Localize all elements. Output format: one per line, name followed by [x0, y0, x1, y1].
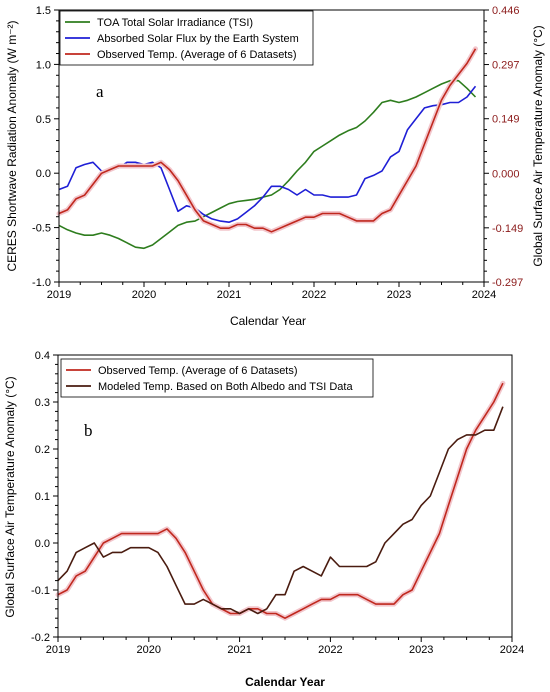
legend-box-b [60, 358, 374, 398]
y-tick-label-a-2: 0.0 [36, 168, 51, 180]
y2-axis-title-a: Global Surface Air Temperature Anomaly (… [531, 25, 545, 266]
y2-tick-label-a-0: -0.297 [492, 277, 523, 289]
x-tick-label-a-0: 2019 [47, 289, 71, 301]
x-tick-label-a-2: 2021 [217, 289, 241, 301]
y-tick-label-a-4: 1.0 [36, 59, 51, 71]
chart-panel-a: a Calendar Year CERES Shortwave Radiatio… [5, 5, 545, 328]
y2-tick-label-a-1: -0.149 [492, 223, 523, 235]
y-tick-label-a-0: -1.0 [32, 277, 51, 289]
plot-frame-b [57, 354, 513, 638]
x-tick-label-a-4: 2023 [387, 289, 411, 301]
series-halo-b-0 [55, 380, 506, 621]
x-tick-label-b-3: 2022 [318, 644, 342, 656]
legend-label-a-2: Observed Temp. (Average of 6 Datasets) [97, 49, 297, 61]
y2-tick-label-a-2: 0.000 [492, 168, 520, 180]
y-tick-label-b-3: 0.1 [35, 491, 50, 503]
x-tick-label-b-1: 2020 [137, 644, 161, 656]
x-tick-label-a-3: 2022 [302, 289, 326, 301]
y-tick-label-b-1: -0.1 [31, 585, 50, 597]
legend-label-b-1: Modeled Temp. Based on Both Albedo and T… [98, 381, 353, 393]
panel-label-b: b [84, 421, 93, 440]
y-tick-label-a-1: -0.5 [32, 223, 51, 235]
x-tick-label-b-0: 2019 [46, 644, 70, 656]
series-halo-a-2 [56, 46, 478, 235]
x-tick-label-a-1: 2020 [132, 289, 156, 301]
y-tick-label-a-5: 1.5 [36, 5, 51, 17]
y2-tick-label-a-3: 0.149 [492, 114, 520, 126]
legend-label-b-0: Observed Temp. (Average of 6 Datasets) [98, 365, 298, 377]
x-tick-label-b-5: 2024 [500, 644, 524, 656]
y-tick-label-a-3: 0.5 [36, 114, 51, 126]
series-line-a-1 [58, 85, 477, 223]
x-tick-label-b-4: 2023 [409, 644, 433, 656]
x-tick-label-b-2: 2021 [227, 644, 251, 656]
x-axis-title-a: Calendar Year [230, 314, 306, 328]
y2-tick-label-a-5: 0.446 [492, 5, 520, 17]
series-line-b-1 [57, 406, 504, 615]
series-line-a-2 [58, 48, 477, 233]
y-tick-label-b-2: 0.0 [35, 538, 50, 550]
x-tick-label-a-5: 2024 [472, 289, 496, 301]
y-tick-label-b-4: 0.2 [35, 444, 50, 456]
series-line-b-0 [57, 382, 504, 619]
y-tick-label-b-0: -0.2 [31, 632, 50, 644]
legend-label-a-1: Absorbed Solar Flux by the Earth System [97, 33, 299, 45]
x-axis-title-b: Calendar Year [245, 675, 325, 689]
y-tick-label-b-6: 0.4 [35, 350, 50, 362]
series-line-a-0 [58, 79, 477, 250]
y-axis-title-a: CERES Shortwave Radiation Anomaly (W m⁻²… [5, 20, 19, 271]
legend-label-a-0: TOA Total Solar Irradiance (TSI) [97, 17, 253, 29]
y-axis-title-b: Global Surface Air Temperature Anomaly (… [3, 376, 17, 617]
legend-box-a [59, 10, 314, 66]
panel-label-a: a [96, 82, 104, 101]
y2-tick-label-a-4: 0.297 [492, 60, 520, 72]
y-tick-label-b-5: 0.3 [35, 397, 50, 409]
